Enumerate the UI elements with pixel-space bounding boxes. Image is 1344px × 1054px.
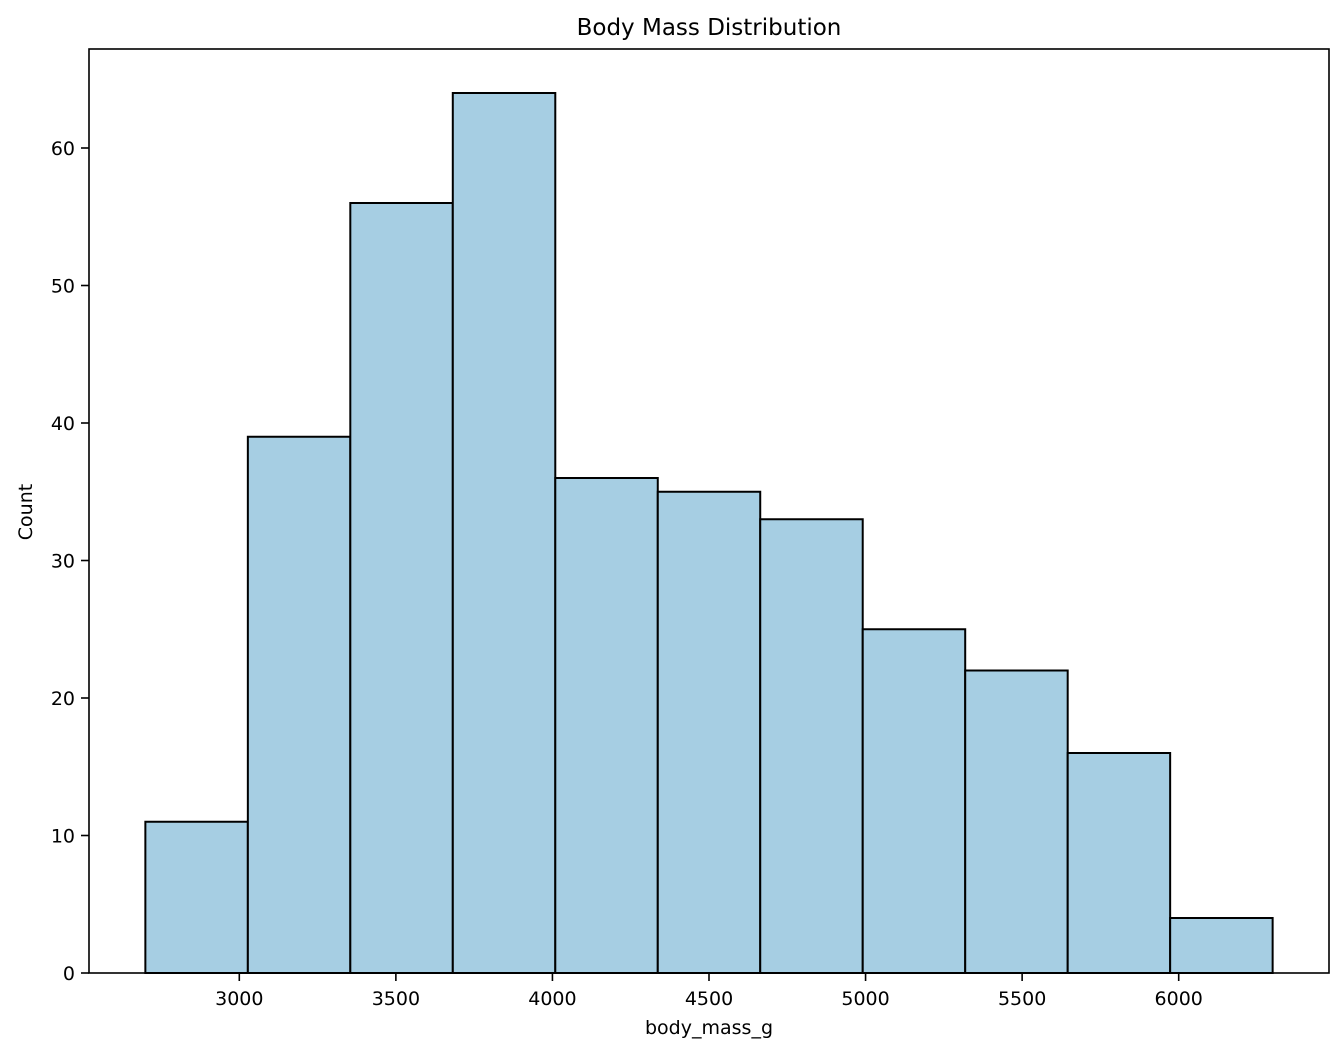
y-tick-label: 30 bbox=[51, 551, 75, 573]
y-tick-label: 0 bbox=[63, 963, 75, 985]
plot-frame bbox=[88, 48, 1330, 974]
histogram-bar-2 bbox=[246, 435, 352, 974]
x-axis-label: body_mass_g bbox=[645, 1017, 773, 1039]
histogram-bar-10 bbox=[1066, 752, 1172, 974]
y-tick-label: 20 bbox=[51, 688, 75, 710]
x-tick-label: 4500 bbox=[685, 988, 733, 1010]
histogram-bar-8 bbox=[861, 628, 967, 974]
histogram-bar-11 bbox=[1169, 917, 1274, 974]
histogram-bar-6 bbox=[656, 490, 762, 974]
chart-title: Body Mass Distribution bbox=[577, 15, 842, 41]
histogram-bar-4 bbox=[451, 92, 557, 974]
x-tick-label: 6000 bbox=[1155, 988, 1203, 1010]
x-axis-ticks: 3000 3500 4000 4500 5000 5500 6000 bbox=[215, 973, 1203, 1010]
y-axis-label: Count bbox=[15, 484, 37, 540]
x-tick-label: 3500 bbox=[372, 988, 420, 1010]
y-tick-label: 50 bbox=[51, 276, 75, 298]
histogram-bar-7 bbox=[759, 518, 864, 974]
x-tick-label: 5000 bbox=[841, 988, 889, 1010]
x-tick-label: 3000 bbox=[215, 988, 263, 1010]
histogram-bar-9 bbox=[964, 669, 1069, 974]
x-tick-label: 5500 bbox=[998, 988, 1046, 1010]
histogram-bar-1 bbox=[144, 820, 249, 974]
histogram-bar-5 bbox=[554, 477, 659, 974]
y-axis-ticks: 0 10 20 30 40 50 60 bbox=[51, 138, 89, 985]
y-tick-label: 60 bbox=[51, 138, 75, 160]
bars-group bbox=[144, 92, 1274, 974]
histogram-bar-3 bbox=[349, 202, 454, 974]
y-tick-label: 40 bbox=[51, 413, 75, 435]
x-tick-label: 4000 bbox=[528, 988, 576, 1010]
y-tick-label: 10 bbox=[51, 826, 75, 848]
